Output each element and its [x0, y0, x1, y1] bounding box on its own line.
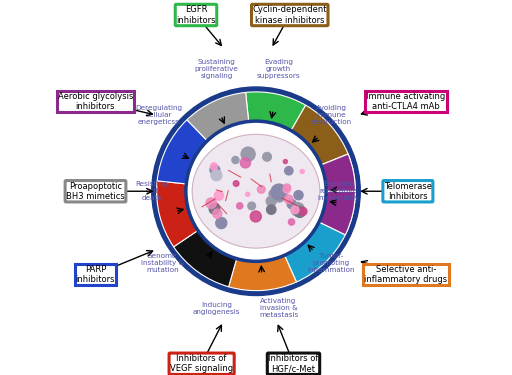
Circle shape	[215, 191, 224, 200]
Text: Resisting
cell
death: Resisting cell death	[136, 181, 168, 201]
Text: Selective anti-
inflammatory drugs: Selective anti- inflammatory drugs	[365, 265, 447, 284]
Circle shape	[246, 192, 250, 196]
Circle shape	[216, 217, 227, 229]
Text: Enabling
replicative
immortality: Enabling replicative immortality	[317, 181, 359, 201]
Wedge shape	[157, 181, 199, 247]
Text: PARP
inhibitors: PARP inhibitors	[76, 265, 115, 284]
Text: Evading
growth
suppressors: Evading growth suppressors	[257, 59, 301, 80]
Circle shape	[283, 159, 287, 164]
Circle shape	[263, 153, 271, 161]
Circle shape	[266, 196, 276, 206]
Circle shape	[284, 195, 293, 204]
Text: Tumor-
promoting
inflammation: Tumor- promoting inflammation	[307, 252, 355, 273]
Circle shape	[294, 206, 305, 218]
Circle shape	[210, 165, 220, 175]
Text: Proapoptotic
BH3 mimetics: Proapoptotic BH3 mimetics	[66, 182, 125, 201]
Circle shape	[269, 190, 276, 197]
Text: Telomerase
Inhibitors: Telomerase Inhibitors	[384, 182, 432, 201]
Circle shape	[287, 200, 296, 209]
Circle shape	[283, 186, 291, 193]
Text: Aerobic glycolysis
inhibitors: Aerobic glycolysis inhibitors	[58, 92, 133, 111]
Circle shape	[209, 204, 220, 214]
Circle shape	[240, 158, 250, 168]
Wedge shape	[284, 222, 345, 282]
Text: EGFR
inhibitors: EGFR inhibitors	[176, 5, 216, 25]
Circle shape	[241, 147, 255, 161]
Circle shape	[291, 202, 305, 216]
Text: Cyclin-dependent
kinase inhibitors: Cyclin-dependent kinase inhibitors	[252, 5, 327, 25]
Ellipse shape	[192, 134, 320, 248]
Text: Activating
invasion &
metastasis: Activating invasion & metastasis	[259, 298, 298, 318]
Circle shape	[274, 192, 284, 202]
Wedge shape	[157, 120, 208, 184]
Circle shape	[232, 156, 239, 164]
Circle shape	[258, 186, 265, 193]
Text: Immune activating
anti-CTLA4 mAb: Immune activating anti-CTLA4 mAb	[367, 92, 445, 111]
Text: Sustaining
proliferative
signaling: Sustaining proliferative signaling	[195, 59, 239, 80]
Text: Genome
instability &
mutation: Genome instability & mutation	[141, 252, 184, 273]
Text: Deregulating
cellular
energeticss: Deregulating cellular energeticss	[135, 105, 182, 125]
Circle shape	[285, 166, 293, 175]
Text: Inducing
angiogenesis: Inducing angiogenesis	[193, 302, 240, 315]
Wedge shape	[174, 230, 237, 287]
Wedge shape	[318, 191, 355, 235]
Text: Inhibitors of
VEGF signaling: Inhibitors of VEGF signaling	[170, 354, 233, 374]
Wedge shape	[291, 105, 348, 165]
Wedge shape	[246, 92, 306, 131]
Circle shape	[248, 202, 255, 210]
Wedge shape	[318, 154, 355, 235]
Circle shape	[300, 170, 304, 174]
Wedge shape	[229, 255, 296, 291]
Text: Avoiding
immune
destruction: Avoiding immune destruction	[310, 105, 352, 125]
Circle shape	[267, 205, 276, 214]
Circle shape	[206, 198, 217, 208]
Wedge shape	[321, 154, 355, 191]
Circle shape	[237, 203, 243, 209]
Text: Inhibitors of
HGF/c-Met: Inhibitors of HGF/c-Met	[268, 354, 318, 374]
Circle shape	[271, 184, 287, 200]
Circle shape	[284, 184, 291, 191]
Circle shape	[211, 170, 222, 181]
Circle shape	[299, 207, 307, 215]
Circle shape	[288, 219, 295, 225]
Circle shape	[152, 87, 360, 296]
Wedge shape	[187, 92, 249, 141]
Circle shape	[212, 209, 222, 218]
Circle shape	[187, 122, 325, 261]
Circle shape	[250, 211, 261, 222]
Circle shape	[294, 190, 303, 200]
Circle shape	[291, 206, 299, 214]
Circle shape	[233, 181, 239, 186]
Circle shape	[210, 163, 218, 170]
